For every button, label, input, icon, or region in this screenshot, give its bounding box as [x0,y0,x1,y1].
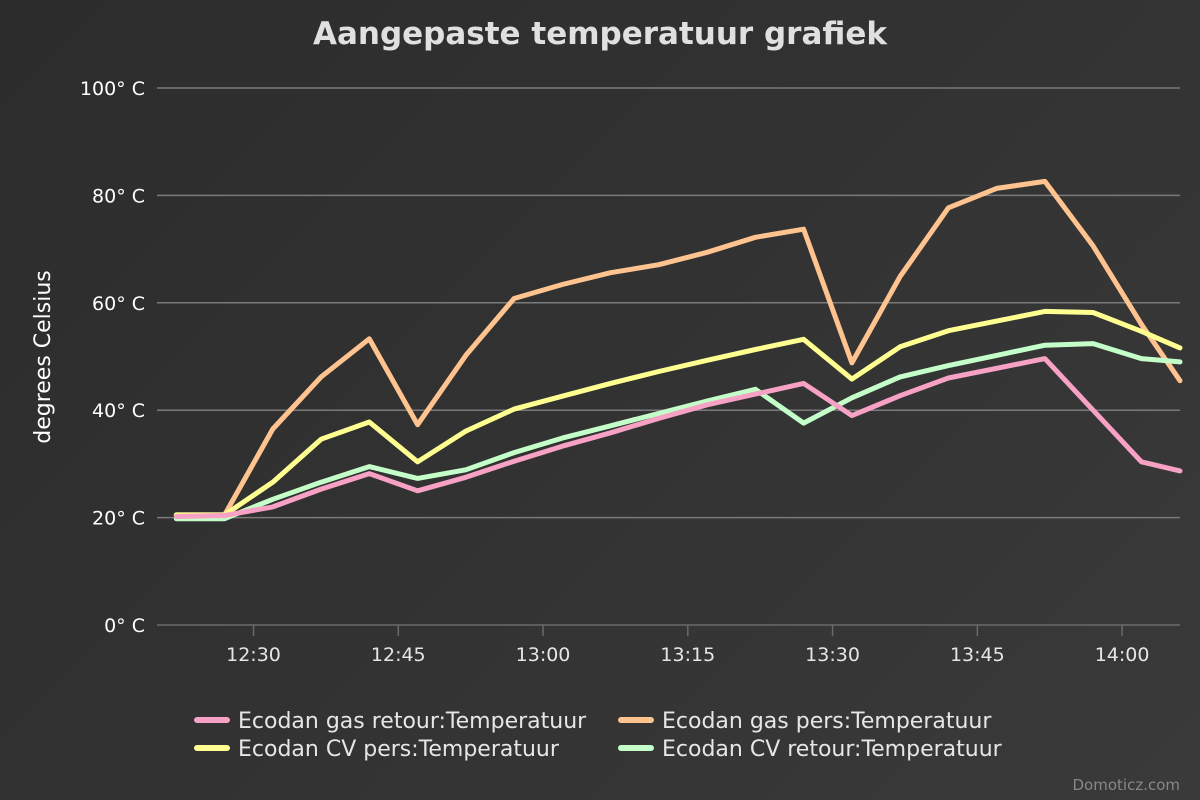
legend-item-3[interactable]: Ecodan CV pers:Temperatuur [194,737,560,762]
series-line-3 [173,308,1183,518]
series-lines [173,178,1183,522]
legend-item-1[interactable]: Ecodan gas retour:Temperatuur [194,709,587,734]
y-tick-label-0: 0° C [104,615,145,637]
x-tick-label: 14:00 [1095,644,1150,666]
legend-label: Ecodan gas retour:Temperatuur [238,709,587,734]
y-tick-label-40: 40° C [92,400,145,422]
legend-label: Ecodan CV pers:Temperatuur [238,737,560,762]
legend-item-4[interactable]: Ecodan CV retour:Temperatuur [618,737,1003,762]
legend-label: Ecodan gas pers:Temperatuur [662,709,992,734]
grid-lines [157,87,1180,519]
legend-item-2[interactable]: Ecodan gas pers:Temperatuur [618,709,992,734]
legend: Ecodan gas retour:Temperatuur Ecodan gas … [194,709,1003,762]
series-line-2 [173,178,1183,518]
chart-title: Aangepaste temperatuur grafiek [313,16,888,52]
y-tick-label-80: 80° C [92,185,145,207]
series-line-1 [173,356,1183,519]
y-axis-label: degrees Celsius [31,270,56,444]
y-tick-label-60: 60° C [92,293,145,315]
credits-link[interactable]: Domoticz.com [1073,776,1181,794]
x-tick-label: 13:30 [805,644,860,666]
y-axis-labels: 0° C 20° C 40° C 60° C 80° C 100° C [80,78,145,637]
y-tick-label-100: 100° C [80,78,145,100]
x-tick-label: 13:15 [660,644,715,666]
legend-label: Ecodan CV retour:Temperatuur [662,737,1003,762]
y-tick-label-20: 20° C [92,508,145,530]
x-tick-label: 13:45 [950,644,1005,666]
x-tick-label: 12:30 [226,644,281,666]
x-axis-ticks: 12:30 12:45 13:00 13:15 13:30 13:45 14:00 [226,625,1149,666]
series-line-4 [173,341,1183,522]
x-tick-label: 13:00 [516,644,571,666]
x-tick-label: 12:45 [371,644,426,666]
